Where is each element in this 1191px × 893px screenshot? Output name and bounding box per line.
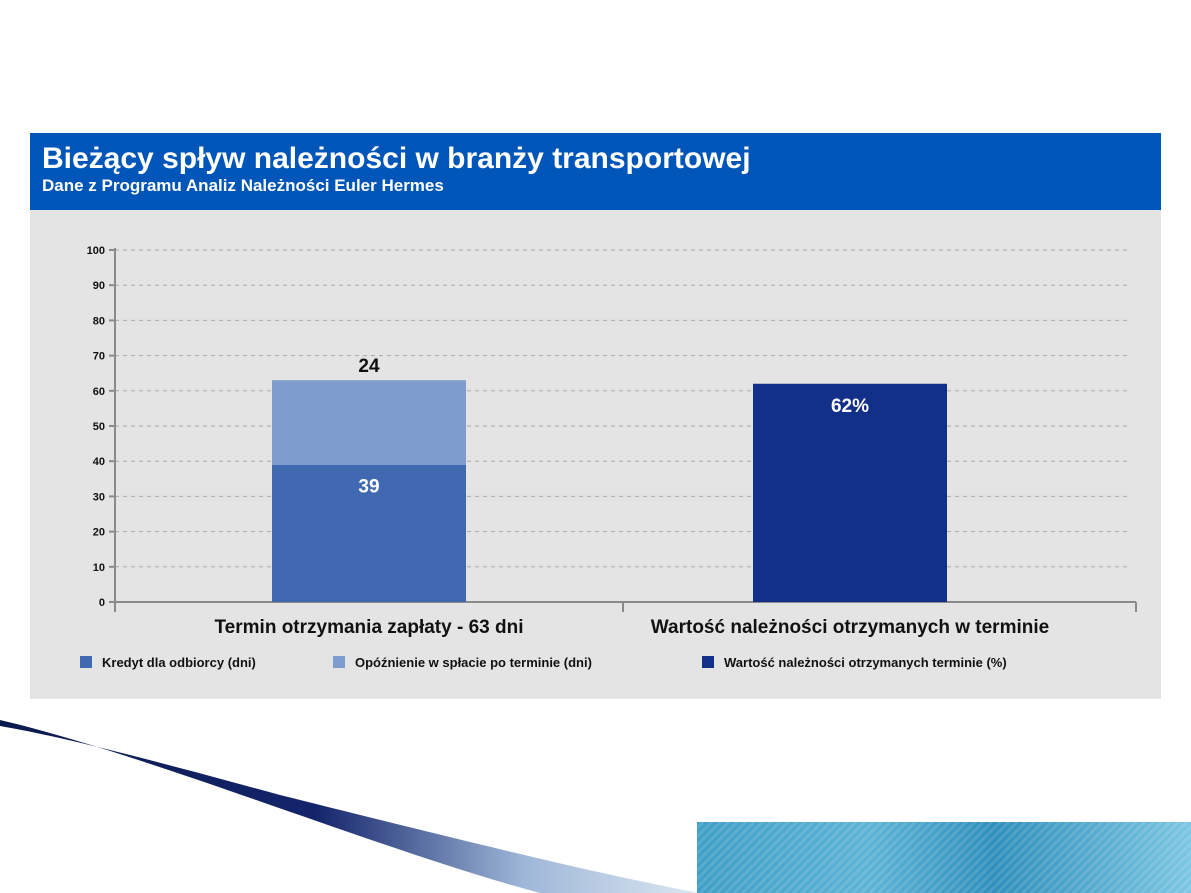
y-tick-label: 70 <box>93 351 105 363</box>
bar-0-0 <box>272 464 466 602</box>
y-tick-label: 0 <box>99 597 105 609</box>
legend-label: Opóźnienie w spłacie po terminie (dni) <box>355 655 592 670</box>
y-tick-label: 50 <box>93 421 105 433</box>
x-category-label: Termin otrzymania zapłaty - 63 dni <box>214 617 523 638</box>
x-category-label: Wartość należności otrzymanych w termini… <box>651 617 1049 638</box>
legend-label: Kredyt dla odbiorcy (dni) <box>102 655 256 670</box>
data-label: 39 <box>358 477 379 498</box>
chart-subtitle: Dane z Programu Analiz Należności Euler … <box>42 176 444 195</box>
y-tick-label: 90 <box>93 280 105 292</box>
legend-label: Wartość należności otrzymanych terminie … <box>724 655 1007 670</box>
legend-swatch <box>80 656 92 668</box>
bar-2-1 <box>753 383 947 602</box>
y-tick-label: 40 <box>93 456 105 468</box>
y-tick-label: 30 <box>93 491 105 503</box>
y-tick-label: 60 <box>93 386 105 398</box>
chart-header: Bieżący spływ należności w branży transp… <box>30 133 1161 210</box>
slide-decoration <box>0 720 1191 893</box>
legend-swatch <box>702 656 714 668</box>
swoosh-shape <box>0 720 700 893</box>
data-label: 62% <box>831 396 869 417</box>
y-tick-label: 100 <box>87 245 105 257</box>
y-tick-label: 10 <box>93 562 105 574</box>
chart-panel: Bieżący spływ należności w branży transp… <box>30 133 1161 699</box>
y-tick-label: 80 <box>93 315 105 327</box>
chart-title: Bieżący spływ należności w branży transp… <box>42 142 751 175</box>
bar-chart: 0 10 20 30 40 50 60 70 80 90 100 39 24 62% Termin otrz… <box>80 245 1137 670</box>
bar-1-0 <box>272 380 466 465</box>
data-label: 24 <box>358 356 380 377</box>
y-tick-label: 20 <box>93 527 105 539</box>
legend-swatch <box>333 656 345 668</box>
